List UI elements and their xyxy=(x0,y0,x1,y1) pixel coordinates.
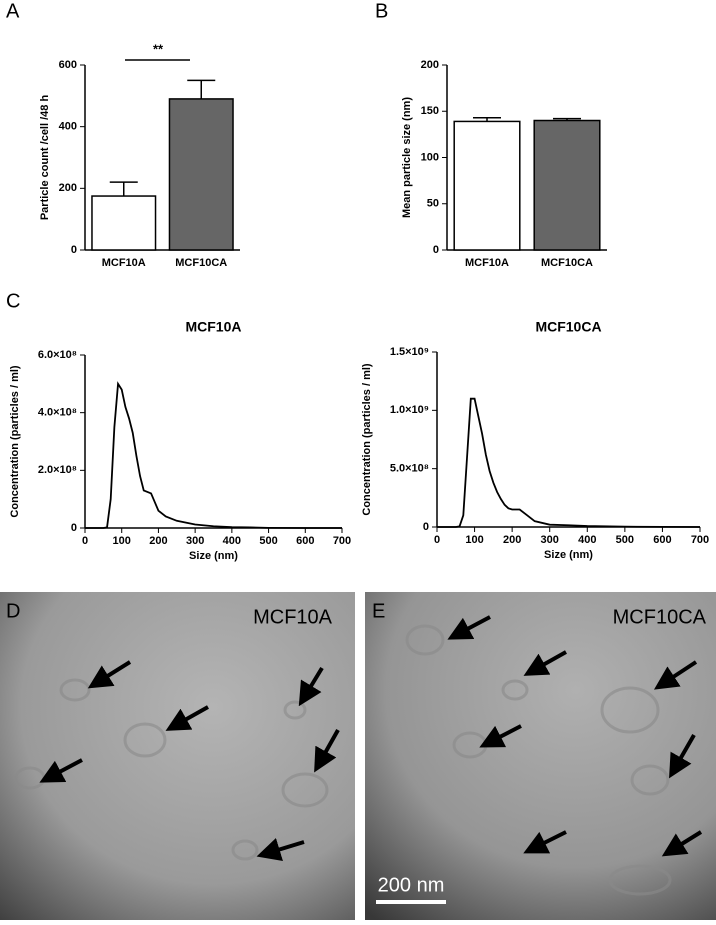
x-tick-label: 500 xyxy=(259,535,277,547)
y-tick-label: 4.0×10⁸ xyxy=(38,407,77,419)
y-tick-label: 50 xyxy=(427,198,439,210)
y-axis-label: Mean particle size (nm) xyxy=(401,97,413,218)
x-tick-label: 100 xyxy=(113,535,131,547)
y-tick-label: 6.0×10⁸ xyxy=(38,349,77,361)
x-tick-label: MCF10CA xyxy=(541,257,593,269)
y-axis-label: Concentration (particles / ml) xyxy=(361,363,373,516)
micrograph-label: MCF10A xyxy=(253,606,333,628)
chart-title: MCF10CA xyxy=(535,319,601,335)
x-axis-label: Size (nm) xyxy=(189,550,238,562)
panel-label: D xyxy=(6,600,20,622)
x-tick-label: 700 xyxy=(333,535,351,547)
x-tick-label: MCF10CA xyxy=(175,257,227,269)
x-tick-label: 400 xyxy=(578,534,596,546)
bar xyxy=(168,98,234,251)
x-tick-label: 300 xyxy=(541,534,559,546)
y-tick-label: 150 xyxy=(421,105,439,117)
bar xyxy=(533,119,601,251)
micrograph-label: MCF10CA xyxy=(613,606,707,628)
y-tick-label: 200 xyxy=(421,59,439,71)
x-tick-label: 0 xyxy=(82,535,88,547)
y-tick-label: 200 xyxy=(59,182,77,194)
size-distribution-line xyxy=(437,397,701,528)
y-tick-label: 1.0×10⁹ xyxy=(390,404,429,416)
x-tick-label: 100 xyxy=(465,534,483,546)
panel-label: A xyxy=(6,0,20,22)
y-tick-label: 0 xyxy=(433,244,439,256)
size-distribution-line xyxy=(85,381,342,529)
panel-label: E xyxy=(372,600,385,622)
x-tick-label: 400 xyxy=(223,535,241,547)
chart-title: MCF10A xyxy=(185,319,241,335)
x-tick-label: 600 xyxy=(296,535,314,547)
bar xyxy=(453,120,521,251)
y-tick-label: 5.0×10⁸ xyxy=(390,463,429,475)
panel-label: C xyxy=(6,290,20,312)
x-tick-label: 300 xyxy=(186,535,204,547)
micrograph-d xyxy=(0,592,355,920)
y-tick-label: 0 xyxy=(71,244,77,256)
micrograph-e xyxy=(365,592,716,920)
x-tick-label: MCF10A xyxy=(102,257,146,269)
y-tick-label: 400 xyxy=(59,121,77,133)
x-tick-label: 700 xyxy=(691,534,709,546)
x-tick-label: 600 xyxy=(653,534,671,546)
y-tick-label: 600 xyxy=(59,59,77,71)
y-tick-label: 2.0×10⁸ xyxy=(38,464,77,476)
bar xyxy=(91,195,157,251)
y-tick-label: 100 xyxy=(421,151,439,163)
x-tick-label: 500 xyxy=(616,534,634,546)
x-tick-label: MCF10A xyxy=(465,257,509,269)
x-tick-label: 200 xyxy=(149,535,167,547)
x-tick-label: 200 xyxy=(503,534,521,546)
y-axis-label: Particle count /cell /48 h xyxy=(39,95,51,221)
x-axis-label: Size (nm) xyxy=(544,549,593,561)
y-tick-label: 0 xyxy=(71,522,77,534)
y-tick-label: 1.5×10⁹ xyxy=(390,346,429,358)
scale-bar-label: 200 nm xyxy=(378,874,445,896)
y-tick-label: 0 xyxy=(423,521,429,533)
panel-label: B xyxy=(375,0,388,22)
y-axis-label: Concentration (particles / ml) xyxy=(9,365,21,518)
annotation: ** xyxy=(153,41,164,56)
x-tick-label: 0 xyxy=(434,534,440,546)
